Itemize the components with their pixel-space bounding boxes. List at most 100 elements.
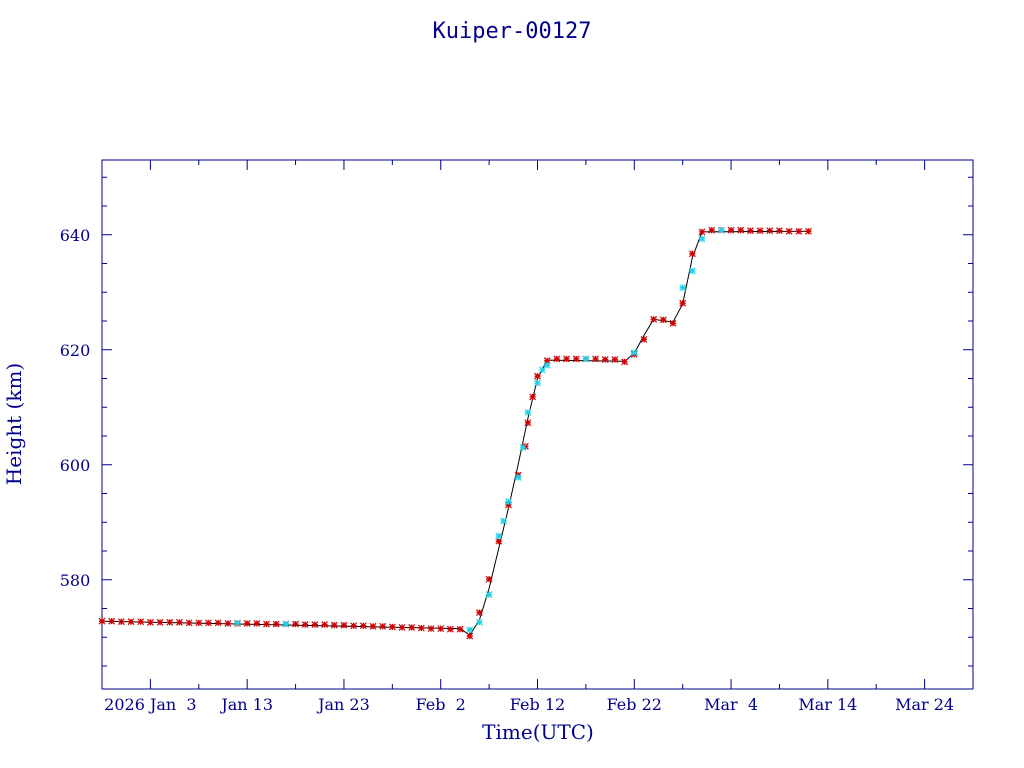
data-point — [727, 226, 735, 234]
data-point — [379, 622, 387, 630]
data-point-alt — [234, 619, 241, 627]
plot-frame — [101, 159, 974, 690]
x-tick-label: Feb 2 — [416, 695, 466, 714]
data-point — [737, 226, 745, 234]
data-point — [224, 620, 232, 627]
data-point — [175, 618, 183, 626]
data-point-alt — [519, 444, 527, 451]
data-point — [437, 625, 445, 633]
data-point — [756, 227, 764, 235]
data-point-alt — [505, 498, 512, 505]
data-point — [369, 622, 377, 630]
data-point — [214, 619, 222, 627]
data-point — [427, 625, 435, 633]
data-point — [243, 620, 251, 627]
data-point — [398, 624, 406, 631]
x-tick-label: Jan 13 — [219, 695, 273, 714]
data-point-alt — [500, 517, 508, 525]
data-point — [466, 632, 474, 640]
chart-title: Kuiper-00127 — [433, 19, 592, 44]
data-point — [137, 618, 145, 626]
data-point — [592, 355, 599, 363]
x-tick-label: 2026 Jan 3 — [104, 695, 196, 714]
data-point-alt — [495, 532, 503, 540]
data-point — [146, 618, 154, 626]
axes: 2026 Jan 3 Jan 13 Jan 23 Feb 2 Feb 12 Feb 22 M… — [60, 160, 973, 714]
data-point — [708, 226, 716, 234]
y-tick-label: 620 — [60, 341, 91, 360]
data-point-alt — [466, 626, 474, 634]
data-point — [359, 622, 367, 630]
data-point — [785, 227, 793, 235]
data-point-alt — [582, 355, 590, 363]
data-points — [98, 226, 812, 640]
data-point — [669, 319, 677, 327]
data-point — [679, 299, 687, 307]
data-point-alt — [282, 620, 290, 628]
data-point — [185, 619, 193, 627]
data-point — [446, 625, 454, 633]
data-point — [417, 624, 425, 632]
data-point — [795, 227, 803, 235]
data-point-alt — [630, 349, 638, 357]
data-point — [640, 335, 648, 343]
data-point — [156, 618, 164, 626]
data-point — [524, 419, 532, 427]
x-tick-label: Jan 23 — [316, 695, 370, 714]
data-point — [650, 315, 658, 323]
data-point — [195, 619, 203, 627]
data-point — [301, 621, 309, 629]
data-point — [330, 621, 338, 629]
data-point — [611, 356, 619, 363]
data-point — [98, 617, 106, 625]
data-point-alt — [534, 379, 541, 387]
x-tick-label: Feb 12 — [510, 695, 565, 714]
data-point — [166, 618, 174, 626]
data-point — [292, 620, 299, 628]
data-point — [311, 621, 319, 629]
data-point — [572, 355, 580, 363]
data-point — [553, 355, 561, 363]
x-tick-label: Feb 22 — [607, 695, 662, 714]
data-point-alt — [514, 473, 522, 481]
x-tick-label: Mar 14 — [798, 695, 857, 714]
y-tick-label: 600 — [60, 456, 91, 475]
data-point — [388, 623, 396, 631]
height-line — [101, 230, 809, 636]
data-point — [127, 618, 135, 626]
data-point-alt — [485, 591, 493, 599]
x-tick-label: Mar 24 — [895, 695, 954, 714]
data-point — [321, 621, 329, 629]
data-point — [108, 617, 116, 625]
data-point-alt — [688, 267, 696, 275]
data-point — [408, 624, 416, 631]
data-point — [253, 620, 261, 627]
data-point-alt — [476, 618, 483, 626]
x-axis-label: Time(UTC) — [482, 720, 594, 744]
data-point — [350, 622, 358, 630]
data-point — [476, 609, 483, 616]
data-point — [688, 250, 696, 258]
data-point — [272, 620, 280, 628]
data-point — [621, 358, 629, 366]
data-point — [117, 618, 125, 626]
data-point — [766, 227, 774, 235]
data-point — [601, 356, 609, 363]
data-point — [529, 393, 537, 401]
data-point-alt — [698, 235, 706, 243]
data-point — [485, 575, 493, 583]
data-point-alt — [717, 226, 725, 234]
data-point — [746, 227, 754, 235]
data-point — [263, 620, 270, 628]
data-point — [563, 355, 570, 363]
y-tick-label: 640 — [60, 226, 91, 245]
y-axis-label: Height (km) — [2, 363, 26, 485]
data-point — [805, 227, 812, 235]
x-tick-label: Mar 4 — [704, 695, 758, 714]
data-point — [698, 228, 706, 236]
data-point-alt — [543, 361, 551, 369]
data-point — [495, 537, 503, 545]
data-point — [340, 621, 348, 629]
data-point-alt — [679, 284, 687, 292]
